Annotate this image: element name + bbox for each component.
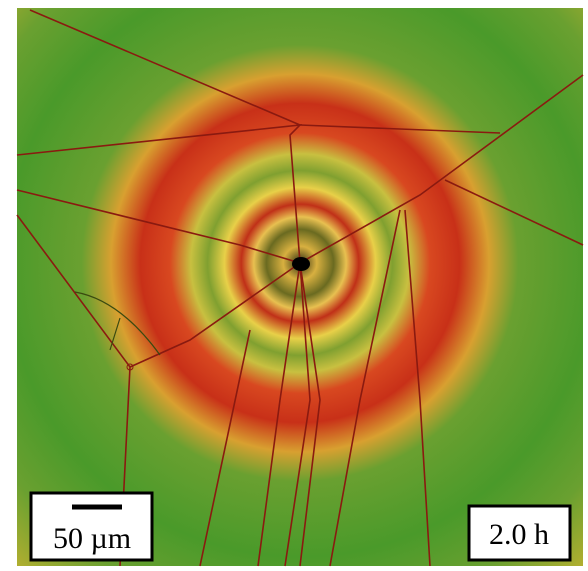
time-box: 2.0 h: [469, 506, 570, 560]
scale-label: 50 µm: [53, 522, 131, 555]
scale-bar-box: 50 µm: [31, 493, 152, 560]
page: 50 µm 2.0 h (() => { const data = JSON.p…: [0, 0, 588, 571]
time-label: 2.0 h: [489, 518, 549, 551]
specimen-image: [17, 8, 583, 566]
micrograph: 50 µm 2.0 h: [0, 0, 588, 571]
